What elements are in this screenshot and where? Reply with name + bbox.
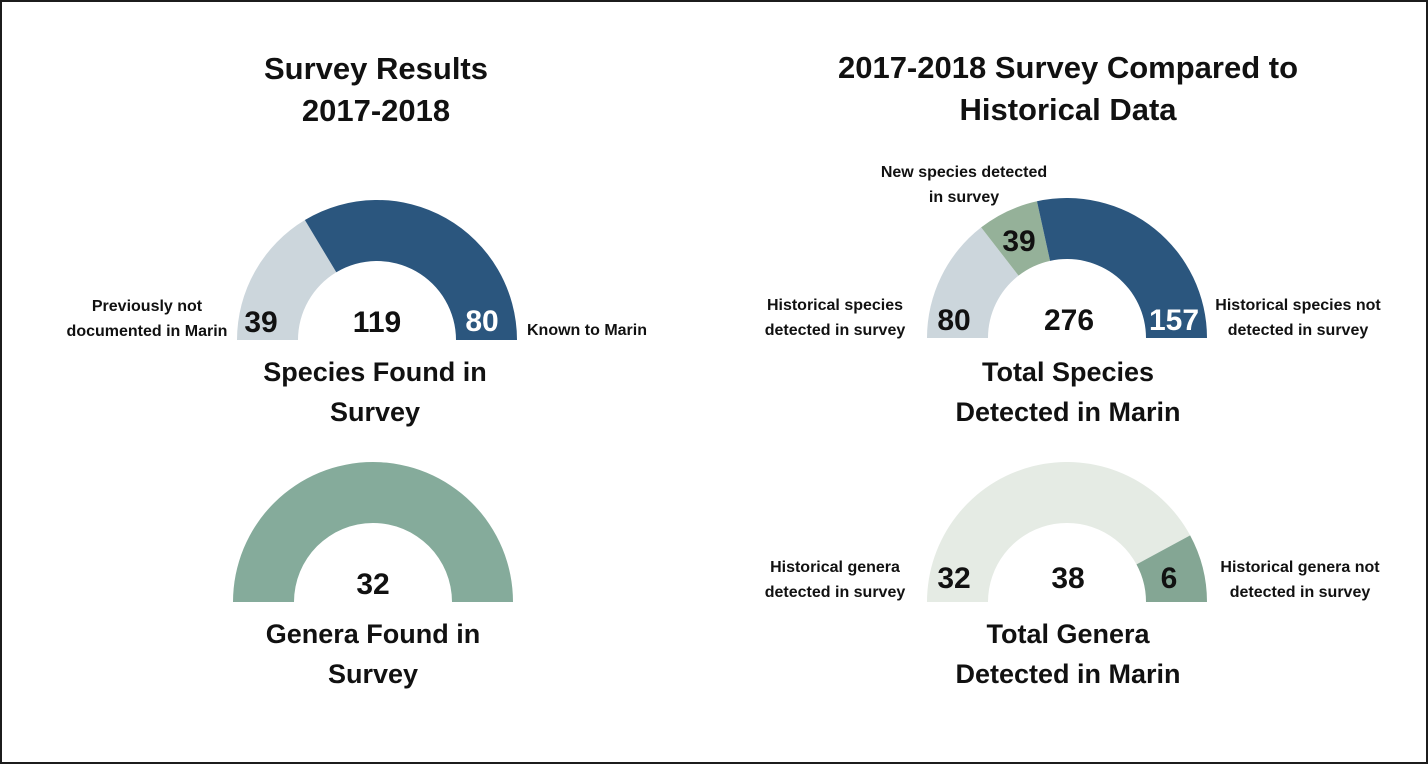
species-known-label: Known to Marin	[527, 322, 647, 339]
total-genera-donut	[927, 462, 1207, 602]
new-species-value: 39	[1002, 225, 1036, 258]
total-species-caption: Total Species Detected in Marin	[955, 352, 1180, 432]
new-species-label-line1: New species detected	[880, 164, 1048, 181]
total-species-donut	[927, 198, 1207, 338]
historical-species-detected-line2: detected in survey	[764, 322, 906, 339]
genera-found-caption-line2: Survey	[327, 659, 419, 689]
total-genera-caption-line1: Total Genera	[986, 619, 1150, 649]
total-species-value: 276	[1043, 304, 1095, 337]
historical-species-not-detected-line2: detected in survey	[1227, 322, 1369, 339]
historical-species-detected-value: 80	[937, 304, 971, 337]
donut-segment-1	[1136, 535, 1207, 602]
historical-species-detected-label: Historical species detected in survey	[765, 293, 906, 343]
historical-species-detected-line1: Historical species	[766, 297, 904, 314]
donut-segment-1	[304, 200, 517, 340]
total-genera-value: 38	[1051, 562, 1085, 595]
historical-genera-detected-line2: detected in survey	[764, 584, 906, 601]
donut-segment-0	[927, 462, 1191, 602]
new-species-label-line2: in survey	[928, 189, 1000, 206]
genera-found-caption: Genera Found in Survey	[266, 614, 481, 694]
new-species-label: New species detected in survey	[881, 160, 1047, 210]
species-found-total: 119	[352, 306, 402, 339]
historical-species-not-detected-line1: Historical species not	[1215, 297, 1381, 314]
species-known-value: 80	[465, 305, 499, 338]
donut-segment-0	[233, 462, 513, 602]
donut-segment-2	[1036, 198, 1207, 338]
species-new-value: 39	[244, 306, 278, 339]
species-found-donut	[237, 200, 517, 340]
left-title-line1: Survey Results	[264, 51, 488, 86]
historical-genera-not-detected-label: Historical genera not detected in survey	[1220, 555, 1379, 605]
historical-genera-not-detected-line2: detected in survey	[1229, 584, 1371, 601]
species-found-caption: Species Found in Survey	[263, 352, 487, 432]
right-panel-title: 2017-2018 Survey Compared to Historical …	[838, 47, 1298, 131]
right-title-line2: Historical Data	[959, 92, 1177, 127]
total-species-caption-line1: Total Species	[981, 357, 1155, 387]
genera-found-total: 32	[356, 568, 390, 601]
historical-species-not-detected-label: Historical species not detected in surve…	[1215, 293, 1380, 343]
genera-found-donut	[233, 462, 513, 602]
species-new-label-line1: Previously not	[91, 298, 203, 315]
total-genera-caption-line2: Detected in Marin	[955, 659, 1181, 689]
donut-segment-1	[981, 201, 1051, 276]
right-title-line1: 2017-2018 Survey Compared to	[837, 50, 1299, 85]
historical-genera-detected-line1: Historical genera	[770, 559, 900, 576]
historical-genera-not-detected-line1: Historical genera not	[1220, 559, 1380, 576]
genera-found-caption-line1: Genera Found in	[265, 619, 481, 649]
total-species-caption-line2: Detected in Marin	[955, 397, 1181, 427]
historical-species-not-detected-value: 157	[1148, 304, 1200, 337]
species-new-label: Previously not documented in Marin	[67, 294, 228, 344]
historical-genera-detected-value: 32	[937, 562, 971, 595]
historical-genera-detected-label: Historical genera detected in survey	[765, 555, 906, 605]
donut-segment-0	[927, 227, 1019, 338]
left-panel-title: Survey Results 2017-2018	[264, 48, 488, 132]
donut-segment-0	[237, 220, 337, 340]
total-genera-caption: Total Genera Detected in Marin	[955, 614, 1180, 694]
historical-genera-not-detected-value: 6	[1160, 562, 1178, 595]
species-found-caption-line1: Species Found in	[263, 357, 487, 387]
left-title-line2: 2017-2018	[301, 93, 451, 128]
species-new-label-line2: documented in Marin	[66, 323, 228, 340]
species-found-caption-line2: Survey	[329, 397, 421, 427]
